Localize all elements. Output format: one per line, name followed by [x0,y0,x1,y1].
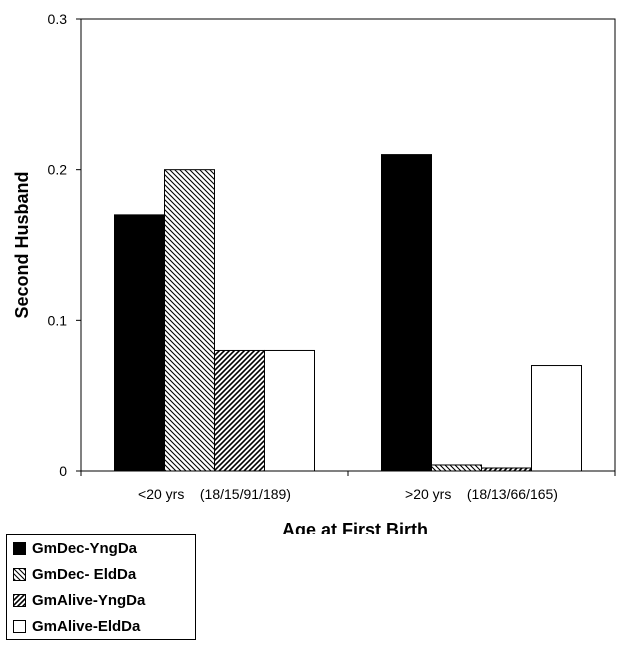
bar [214,349,265,472]
x-tick-label: <20 yrs (18/15/91/189) [138,486,291,502]
bar [531,365,582,472]
legend-label: GmDec-YngDa [32,539,138,557]
legend-swatch [13,541,26,555]
plot-frame [81,18,616,471]
legend-item: GmAlive-YngDa [7,587,195,613]
legend-swatch [13,619,26,633]
legend-label: GmAlive-EldDa [32,617,141,635]
y-tick-label: 0.2 [48,162,68,178]
bar [431,464,482,472]
legend-label: GmDec- EldDa [32,565,137,583]
bar [264,349,315,472]
bar [381,154,432,472]
y-tick-label: 0.1 [48,312,68,328]
legend: GmDec-YngDa GmDec- EldDa GmAlive-YngDa GmAl… [6,534,196,640]
legend-item: GmAlive-EldDa [7,613,195,639]
x-axis-title: Age at First Birth [282,520,428,534]
legend-item: GmDec-YngDa [7,535,195,561]
x-axis: <20 yrs (18/15/91/189) >20 yrs (18/13/66/… [80,470,616,502]
y-tick-label: 0 [59,463,67,479]
legend-swatch [13,593,26,607]
y-axis-title: Second Husband [12,171,32,318]
plot-area [81,18,616,472]
bar-chart: 0 0.1 0.2 0.3 <20 yrs (18/15/91/189) >20 yrs… [12,11,616,534]
bar [164,169,215,472]
y-tick-label: 0.3 [48,11,68,27]
bar [114,214,165,472]
x-tick-label: >20 yrs (18/13/66/165) [405,486,558,502]
y-axis: 0 0.1 0.2 0.3 [48,11,82,479]
legend-swatch [13,567,26,581]
legend-item: GmDec- EldDa [7,561,195,587]
legend-label: GmAlive-YngDa [32,591,146,609]
